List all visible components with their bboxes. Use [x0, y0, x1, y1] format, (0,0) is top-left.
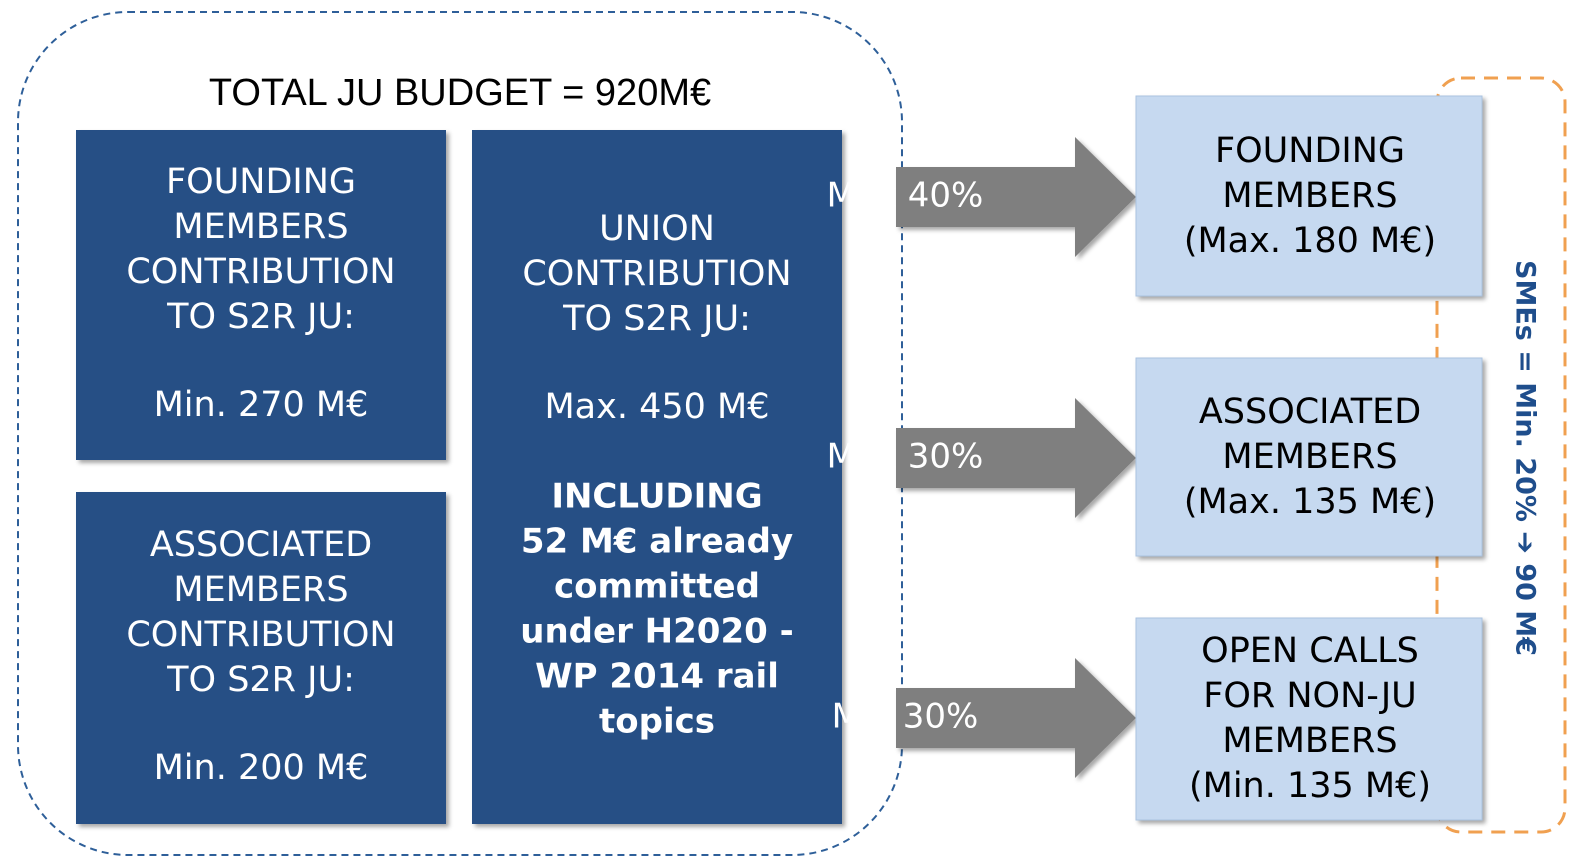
box-line: FOUNDING [166, 162, 356, 202]
sme-note: SMEs = Min. 20% ➔ 90 M€ [1510, 260, 1541, 656]
allocation-line: FOUNDING [1215, 131, 1405, 171]
allocation-box [1135, 617, 1483, 821]
box-line: CONTRIBUTION [522, 254, 791, 294]
allocation-box [1135, 357, 1483, 557]
allocation-line: (Max. 180 M€) [1184, 221, 1436, 261]
box-note: WP 2014 rail [535, 657, 779, 697]
box-line: TO S2R JU: [166, 297, 355, 337]
allocation-line: MEMBERS [1222, 721, 1397, 761]
allocation-line: OPEN CALLS [1201, 631, 1419, 671]
arrow-label: Max 40% [827, 176, 984, 216]
box-line: UNION [599, 209, 715, 249]
arrow [896, 398, 1136, 518]
contribution-box [472, 130, 842, 824]
sme-bracket [1435, 76, 1567, 834]
box-note: 52 M€ already [521, 522, 793, 562]
title: TOTAL JU BUDGET = 920M€ [209, 72, 711, 114]
allocation-line: (Max. 135 M€) [1184, 482, 1436, 522]
allocation-line: FOR NON-JU [1203, 676, 1417, 716]
allocation-box [1135, 95, 1483, 297]
box-line: MEMBERS [173, 570, 348, 610]
box-line: TO S2R JU: [562, 299, 751, 339]
box-line: MEMBERS [173, 207, 348, 247]
box-amount: Max. 450 M€ [544, 387, 769, 427]
arrow-label: Max 30% [827, 437, 984, 477]
box-amount: Min. 200 M€ [154, 748, 369, 788]
box-line: ASSOCIATED [150, 525, 372, 565]
box-amount: Min. 270 M€ [154, 385, 369, 425]
box-note: under H2020 - [520, 612, 793, 652]
contribution-box [76, 492, 446, 824]
box-line: CONTRIBUTION [126, 252, 395, 292]
allocation-line: MEMBERS [1222, 176, 1397, 216]
arrow [896, 137, 1136, 257]
allocation-line: (Min. 135 M€) [1189, 766, 1431, 806]
arrow [896, 658, 1136, 778]
arrow-label: Min 30% [832, 697, 979, 737]
contribution-box [76, 130, 446, 460]
box-line: CONTRIBUTION [126, 615, 395, 655]
box-note: committed [554, 567, 760, 607]
allocation-line: ASSOCIATED [1199, 392, 1421, 432]
box-note: topics [599, 702, 715, 742]
box-line: TO S2R JU: [166, 660, 355, 700]
allocation-line: MEMBERS [1222, 437, 1397, 477]
box-note: INCLUDING [551, 477, 762, 517]
